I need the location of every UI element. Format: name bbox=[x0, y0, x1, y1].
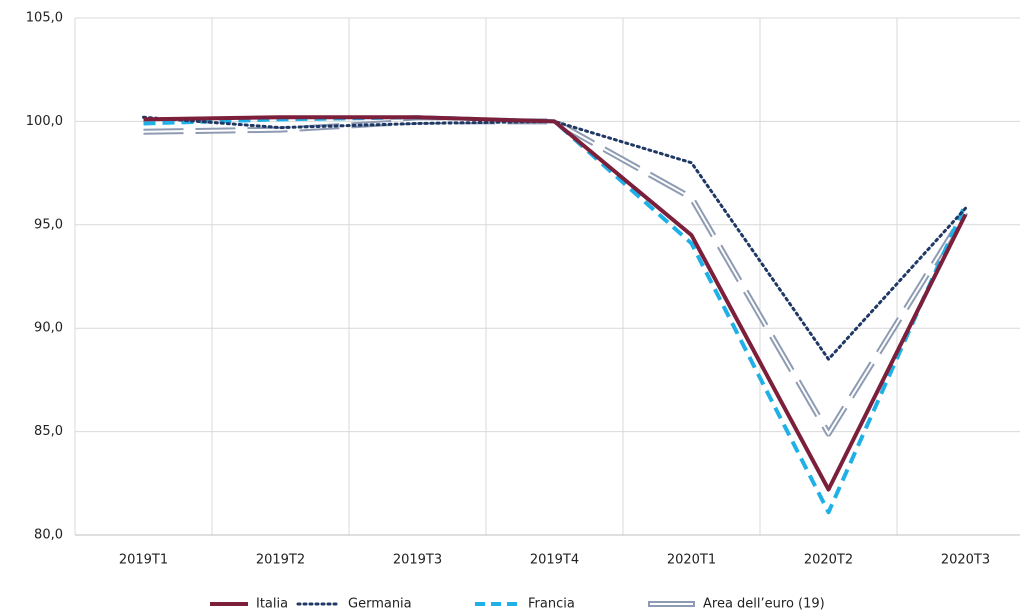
x-tick-label: 2020T2 bbox=[804, 553, 853, 568]
y-tick-label: 90,0 bbox=[34, 321, 63, 336]
x-tick-label: 2019T1 bbox=[119, 553, 168, 568]
x-tick-label: 2019T2 bbox=[256, 553, 305, 568]
y-tick-label: 100,0 bbox=[26, 114, 63, 129]
series-line bbox=[143, 115, 968, 515]
legend-label: Area dell’euro (19) bbox=[703, 597, 825, 612]
series-line bbox=[143, 118, 969, 437]
x-tick-label: 2020T3 bbox=[941, 553, 990, 568]
y-tick-label: 80,0 bbox=[34, 528, 63, 543]
legend-label: Francia bbox=[528, 597, 575, 612]
legend-label: Italia bbox=[256, 597, 288, 612]
x-tick-label: 2019T3 bbox=[393, 553, 442, 568]
y-tick-label: 85,0 bbox=[34, 424, 63, 439]
series-line bbox=[143, 115, 968, 492]
series-line bbox=[142, 115, 967, 361]
series-line-inner bbox=[143, 120, 967, 436]
y-tick-label: 95,0 bbox=[34, 217, 63, 232]
y-tick-label: 105,0 bbox=[26, 11, 63, 26]
x-tick-label: 2020T1 bbox=[667, 553, 716, 568]
legend-label: Germania bbox=[348, 597, 412, 612]
x-tick-label: 2019T4 bbox=[530, 553, 579, 568]
